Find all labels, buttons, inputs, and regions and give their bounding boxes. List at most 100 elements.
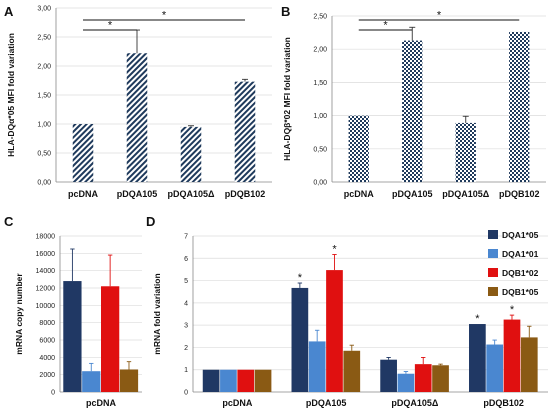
legend-label: DQB1*05 xyxy=(502,287,539,297)
y-tick-label: 2 xyxy=(184,345,188,352)
bar xyxy=(202,369,220,392)
x-category-label: pDQA105Δ xyxy=(442,189,490,199)
x-category-label: pDQA105 xyxy=(117,189,158,199)
y-tick-label: 2000 xyxy=(39,372,55,379)
y-tick-label: 8000 xyxy=(39,320,55,327)
y-tick-label: 0 xyxy=(51,390,55,397)
bar xyxy=(82,371,101,392)
x-category-label: pcDNA xyxy=(68,189,99,199)
y-tick-label: 3 xyxy=(184,323,188,330)
y-tick-label: 1,50 xyxy=(313,80,327,87)
y-axis-title: HLA-DQβ*02 MFI fold variation xyxy=(282,37,292,161)
bar xyxy=(101,286,120,392)
bar xyxy=(432,365,449,392)
y-tick-label: 3,00 xyxy=(37,6,51,13)
y-tick-label: 7 xyxy=(184,234,188,241)
y-tick-label: 14000 xyxy=(36,268,56,275)
y-tick-label: 1,50 xyxy=(37,93,51,100)
y-tick-label: 2,00 xyxy=(313,47,327,54)
legend-swatch xyxy=(488,268,498,277)
bar xyxy=(414,364,432,392)
y-tick-label: 6000 xyxy=(39,338,55,345)
x-category-label: pDQA105Δ xyxy=(391,398,439,408)
x-category-label: pcDNA xyxy=(344,189,375,199)
bar xyxy=(126,53,148,182)
panel-label-b: B xyxy=(281,4,290,19)
bar xyxy=(254,369,272,392)
x-category-label: pDQA105Δ xyxy=(168,189,216,199)
x-category-label: pcDNA xyxy=(222,398,253,408)
y-tick-label: 5 xyxy=(184,278,188,285)
y-tick-label: 1,00 xyxy=(313,113,327,120)
y-tick-label: 2,00 xyxy=(37,64,51,71)
significance-star: * xyxy=(437,10,442,22)
bar xyxy=(503,319,521,392)
y-tick-label: 2,50 xyxy=(313,14,327,21)
bar xyxy=(380,359,397,392)
legend-swatch xyxy=(488,287,498,296)
bar xyxy=(180,126,202,182)
x-category-label: pcDNA xyxy=(86,398,117,408)
chart-panel-c: 0 2000 4000 6000 8000 10000 12000 14000 16000 180… xyxy=(14,234,142,408)
y-tick-label: 2,50 xyxy=(37,35,51,42)
bar xyxy=(119,369,139,392)
significance-star: * xyxy=(298,272,303,284)
y-tick-label: 6 xyxy=(184,256,188,263)
y-tick-label: 1 xyxy=(184,367,188,374)
significance-star: * xyxy=(475,313,480,325)
bar xyxy=(63,281,82,392)
legend-label: DQB1*02 xyxy=(502,268,539,278)
chart-panel-b: 0,00 0,50 1,00 1,50 2,00 2,50 HLA-DQβ*02 MFI f… xyxy=(282,10,546,199)
y-tick-label: 0,50 xyxy=(313,146,327,153)
x-category-label: pDQB102 xyxy=(225,189,266,199)
bar xyxy=(237,369,255,392)
y-tick-label: 4 xyxy=(184,300,188,307)
legend-swatch xyxy=(488,249,498,258)
panel-label-c: C xyxy=(4,214,14,229)
y-tick-label: 0,50 xyxy=(37,151,51,158)
bar xyxy=(291,287,309,392)
legend-label: DQA1*05 xyxy=(502,230,539,240)
y-axis-title: HLA-DQα*05 MFI fold variation xyxy=(6,33,16,157)
y-tick-label: 12000 xyxy=(36,286,56,293)
bar xyxy=(469,324,486,392)
chart-panel-d: 0 1 2 3 4 5 6 7 mRNA fold variation pcDNA pDQA105 p… xyxy=(152,234,548,408)
bar xyxy=(455,122,476,182)
significance-star: * xyxy=(510,304,515,316)
x-category-label: pDQA105 xyxy=(306,398,347,408)
x-category-label: pDQA105 xyxy=(392,189,433,199)
bar xyxy=(509,31,530,182)
panel-label-d: D xyxy=(146,214,155,229)
bar xyxy=(72,124,94,182)
y-axis-title: mRNA fold variation xyxy=(152,273,162,354)
x-category-label: pDQB102 xyxy=(483,398,524,408)
significance-star: * xyxy=(332,243,337,255)
chart-panel-a: 0,00 0,50 1,00 1,50 2,00 2,50 3,00 HLA-DQα*05 M… xyxy=(6,6,272,199)
legend-swatch xyxy=(488,230,498,239)
y-tick-label: 0,00 xyxy=(37,180,51,187)
bar xyxy=(348,115,369,182)
significance-star: * xyxy=(108,20,113,32)
bar xyxy=(486,344,504,392)
y-tick-label: 1,00 xyxy=(37,122,51,129)
significance-star: * xyxy=(383,20,388,32)
y-tick-label: 16000 xyxy=(36,251,56,258)
bar xyxy=(308,341,326,392)
bar xyxy=(343,350,361,392)
y-tick-label: 0 xyxy=(184,390,188,397)
significance-star: * xyxy=(162,10,167,22)
x-category-label: pDQB102 xyxy=(499,189,540,199)
panel-label-a: A xyxy=(4,4,14,19)
y-tick-label: 10000 xyxy=(36,303,56,310)
y-tick-label: 0,00 xyxy=(313,180,327,187)
y-axis-title: mRNA copy number xyxy=(14,273,24,355)
chart-legend: DQA1*05 DQA1*01 DQB1*02 DQB1*05 xyxy=(488,230,539,297)
bar xyxy=(402,40,423,183)
bar xyxy=(220,369,237,392)
bar xyxy=(520,337,538,392)
bar xyxy=(397,373,415,392)
bar xyxy=(326,270,343,392)
y-tick-label: 4000 xyxy=(39,355,55,362)
y-tick-label: 18000 xyxy=(36,234,56,241)
